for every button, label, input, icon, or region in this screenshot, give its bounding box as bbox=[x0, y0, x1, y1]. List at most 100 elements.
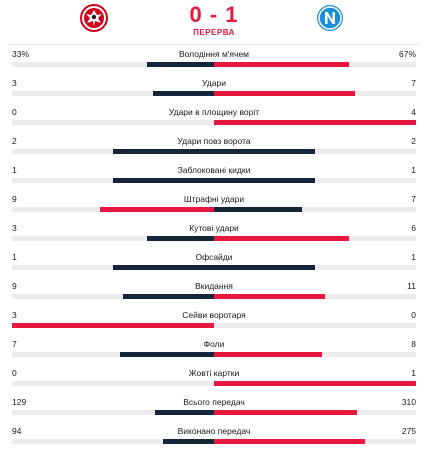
stat-label: Заблоковані кидки bbox=[177, 165, 251, 175]
stat-away-track bbox=[214, 62, 416, 67]
stat-home-track bbox=[12, 91, 214, 96]
stat-label: Вкидання bbox=[195, 281, 233, 291]
stat-home-bar bbox=[153, 91, 214, 96]
stat-home-bar bbox=[113, 178, 214, 183]
stat-row: 0 Удари в площину воріт 4 bbox=[0, 104, 428, 133]
stat-away-track bbox=[214, 439, 416, 444]
stat-away-bar bbox=[214, 352, 322, 357]
home-team-logo-icon[interactable] bbox=[80, 4, 108, 32]
stat-away-bar bbox=[214, 149, 315, 154]
stat-home-track bbox=[12, 323, 214, 328]
stat-home-track bbox=[12, 352, 214, 357]
stat-home-value: 1 bbox=[12, 165, 17, 175]
stat-home-track bbox=[12, 410, 214, 415]
stat-label: Офсайди bbox=[195, 252, 233, 262]
stat-row: 7 Фоли 8 bbox=[0, 336, 428, 365]
stat-label: Жовті картки bbox=[188, 368, 240, 378]
stat-home-track bbox=[12, 120, 214, 125]
stat-away-bar bbox=[214, 120, 416, 125]
stat-row: 33% Володіння м'ячем 67% bbox=[0, 46, 428, 75]
stat-row: 0 Жовті картки 1 bbox=[0, 365, 428, 394]
stat-row: 3 Удари 7 bbox=[0, 75, 428, 104]
stat-home-value: 0 bbox=[12, 107, 17, 117]
stat-away-bar bbox=[214, 62, 350, 67]
stat-home-bar bbox=[146, 236, 214, 241]
stat-home-track bbox=[12, 178, 214, 183]
stat-home-bar bbox=[123, 294, 214, 299]
stat-home-bar bbox=[113, 149, 214, 154]
stat-away-track bbox=[214, 207, 416, 212]
stat-away-value: 7 bbox=[411, 194, 416, 204]
stat-home-track bbox=[12, 381, 214, 386]
stat-away-track bbox=[214, 236, 416, 241]
stat-label: Сейви воротаря bbox=[182, 310, 246, 320]
stat-away-track bbox=[214, 265, 416, 270]
stat-row: 129 Всього передач 310 bbox=[0, 394, 428, 423]
stat-label: Удари повз ворота bbox=[177, 136, 251, 146]
stat-away-track bbox=[214, 91, 416, 96]
stat-home-bar bbox=[147, 62, 214, 67]
stat-away-value: 1 bbox=[411, 165, 416, 175]
stat-home-value: 9 bbox=[12, 281, 17, 291]
stat-away-value: 1 bbox=[411, 368, 416, 378]
stat-home-value: 2 bbox=[12, 136, 17, 146]
stat-away-bar bbox=[214, 236, 349, 241]
stat-away-value: 310 bbox=[401, 397, 416, 407]
stat-away-value: 8 bbox=[411, 339, 416, 349]
stat-label: Удари bbox=[202, 78, 226, 88]
stat-away-bar bbox=[214, 410, 357, 415]
stat-away-bar bbox=[214, 91, 356, 96]
stat-label: Штрафні удари bbox=[183, 194, 245, 204]
stat-home-track bbox=[12, 294, 214, 299]
stat-label: Фоли bbox=[203, 339, 225, 349]
stat-away-track bbox=[214, 149, 416, 154]
stat-row: 9 Штрафні удари 7 bbox=[0, 191, 428, 220]
stat-home-track bbox=[12, 62, 214, 67]
stat-home-value: 0 bbox=[12, 368, 17, 378]
stat-home-value: 129 bbox=[12, 397, 27, 407]
stat-row: 3 Кутові удари 6 bbox=[0, 220, 428, 249]
stat-home-bar bbox=[113, 265, 214, 270]
match-status: ПЕРЕРВА bbox=[193, 28, 235, 37]
stat-home-value: 1 bbox=[12, 252, 17, 262]
stat-away-bar bbox=[214, 265, 315, 270]
stat-home-value: 94 bbox=[12, 426, 22, 436]
stat-away-bar bbox=[214, 178, 315, 183]
stat-home-bar bbox=[12, 323, 214, 328]
header-divider bbox=[8, 44, 420, 45]
stat-label: Кутові удари bbox=[189, 223, 239, 233]
stat-away-value: 1 bbox=[411, 252, 416, 262]
stat-away-bar bbox=[214, 207, 303, 212]
stat-home-value: 9 bbox=[12, 194, 17, 204]
stat-label: Удари в площину воріт bbox=[168, 107, 260, 117]
match-header: 0 - 1 ПЕРЕРВА bbox=[0, 0, 428, 46]
stat-away-value: 4 bbox=[411, 107, 416, 117]
stat-home-bar bbox=[100, 207, 214, 212]
stat-home-value: 3 bbox=[12, 78, 17, 88]
stat-away-track bbox=[214, 410, 416, 415]
match-statistics: 33% Володіння м'ячем 67% 3 Удари 7 0 Удари в пл… bbox=[0, 46, 428, 452]
stat-away-track bbox=[214, 381, 416, 386]
stat-row: 94 Виконано передач 275 bbox=[0, 423, 428, 452]
stat-away-bar bbox=[214, 439, 365, 444]
away-team-logo-icon[interactable] bbox=[316, 4, 344, 32]
stat-home-track bbox=[12, 265, 214, 270]
stat-home-track bbox=[12, 149, 214, 154]
stat-away-value: 6 bbox=[411, 223, 416, 233]
stat-home-value: 7 bbox=[12, 339, 17, 349]
stat-away-track bbox=[214, 178, 416, 183]
stat-home-value: 33% bbox=[12, 49, 30, 59]
stat-row: 1 Заблоковані кидки 1 bbox=[0, 162, 428, 191]
stat-row: 9 Вкидання 11 bbox=[0, 278, 428, 307]
stat-away-track bbox=[214, 294, 416, 299]
stat-away-bar bbox=[214, 381, 416, 386]
stat-home-value: 3 bbox=[12, 223, 17, 233]
stat-label: Володіння м'ячем bbox=[178, 49, 250, 59]
stat-row: 1 Офсайди 1 bbox=[0, 249, 428, 278]
stat-away-bar bbox=[214, 294, 326, 299]
stat-away-value: 67% bbox=[398, 49, 416, 59]
stat-home-bar bbox=[154, 410, 214, 415]
stat-home-track bbox=[12, 207, 214, 212]
match-score: 0 - 1 bbox=[189, 2, 239, 27]
stat-home-bar bbox=[162, 439, 214, 444]
